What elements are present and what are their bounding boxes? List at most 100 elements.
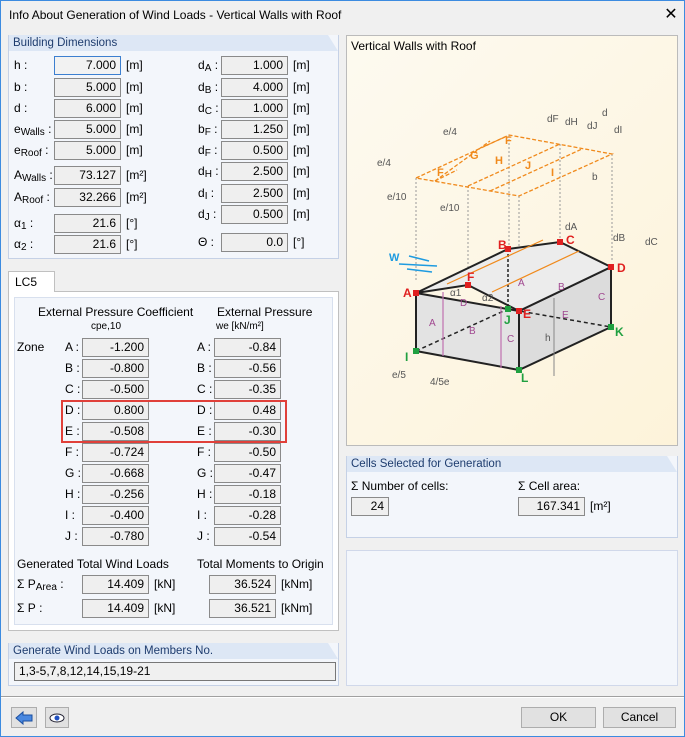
dim-unit: [m]	[126, 58, 143, 72]
label-main: b	[198, 122, 205, 136]
label-sub: Roof	[20, 148, 42, 159]
label-sub: 1	[20, 221, 27, 232]
loads-header: Generated Total Wind Loads	[17, 557, 169, 571]
dim-label-r3: bF :	[198, 122, 218, 138]
coef-sub: cpe,10	[91, 321, 122, 332]
close-button[interactable]: ✕	[664, 6, 678, 23]
building-diagram: F G H J I F A B C D E A B C A	[377, 108, 658, 388]
diagram-title: Vertical Walls with Roof	[351, 39, 476, 53]
dim-e10: e/10	[387, 192, 407, 203]
dim-di: dI	[614, 125, 622, 136]
ok-button[interactable]: OK	[521, 707, 596, 728]
dim-e5: e/5	[392, 370, 406, 381]
zone-letter: F :	[65, 445, 79, 459]
we-field: -0.35	[214, 380, 281, 399]
dim-field-1[interactable]: 5.000	[54, 78, 121, 97]
label-sub: F	[204, 127, 211, 138]
label-sub: Area	[35, 582, 57, 593]
dim-e4-top: e/4	[443, 127, 457, 138]
dim-field-7: 21.6	[54, 214, 121, 233]
dim-label-r5: dH :	[198, 164, 219, 180]
dim-unit: [m²]	[126, 190, 147, 204]
label-sub: Roof	[22, 195, 44, 206]
dim-field-3[interactable]: 5.000	[54, 120, 121, 139]
view-button[interactable]	[45, 707, 69, 728]
wind-label: W	[389, 252, 400, 264]
dim-e4: e/4	[377, 158, 391, 169]
dim-field-0[interactable]: 7.000	[54, 56, 121, 75]
diagram-panel: Vertical Walls with Roof F G H J I F	[346, 35, 678, 446]
moment-field: 36.524	[209, 575, 276, 594]
label-main: A	[14, 168, 23, 182]
zone-letter: G :	[197, 466, 214, 480]
dim-unit: [m]	[126, 143, 143, 157]
cell-area-unit: [m²]	[590, 499, 611, 513]
cpe-field: -0.400	[82, 506, 149, 525]
label-main: Σ P	[17, 601, 36, 615]
load-field: 14.409	[82, 575, 149, 594]
cell-area-label: Σ Cell area:	[518, 479, 581, 493]
zone-letter: C :	[65, 382, 81, 396]
wall-zone-d: D	[460, 298, 467, 309]
load-field: 14.409	[82, 599, 149, 618]
dim-unit: [°]	[126, 237, 138, 251]
we-field: -0.50	[214, 443, 281, 462]
zone-letter: A :	[65, 340, 80, 354]
dim-unit: [m]	[293, 122, 310, 136]
window-title: Info About Generation of Wind Loads - Ve…	[9, 8, 342, 22]
label-sub: Walls	[20, 127, 45, 138]
we-field: -0.18	[214, 485, 281, 504]
dim-field-r5: 2.500	[221, 162, 288, 181]
dim-label-2: d :	[14, 101, 28, 115]
members-input[interactable]: 1,3-5,7,8,12,14,15,19-21	[14, 662, 336, 681]
dim-label-3: eWalls :	[14, 122, 52, 138]
dim-label-1: b :	[14, 80, 28, 94]
dim-field-r3: 1.250	[221, 120, 288, 139]
divider	[1, 696, 684, 697]
dim-unit: [m]	[293, 164, 310, 178]
label-main: e	[14, 143, 21, 157]
dim-dc: dC	[645, 237, 658, 248]
label-main: d	[198, 58, 205, 72]
dim-field-r4: 0.500	[221, 141, 288, 160]
zone-label: Zone	[17, 340, 45, 354]
load-unit: [kN]	[154, 601, 176, 615]
cells-group: Cells Selected for Generation Σ Number o…	[346, 456, 678, 538]
load-label-1: Σ P :	[17, 601, 43, 615]
node-d: D	[617, 261, 626, 275]
label-main: α	[14, 216, 21, 230]
label-sub: A	[204, 63, 212, 74]
highlight-box	[61, 400, 287, 443]
cpe-field: -1.200	[82, 338, 149, 357]
moment-unit: [kNm]	[281, 601, 313, 615]
dim-field-4[interactable]: 5.000	[54, 141, 121, 160]
arrow-left-icon	[15, 710, 33, 726]
dim-d: d	[602, 108, 608, 119]
wall-zone-c: C	[507, 334, 514, 345]
eye-icon	[49, 713, 65, 723]
dim-field-2[interactable]: 6.000	[54, 99, 121, 118]
dim-e45: 4/5e	[430, 377, 450, 388]
zone-letter: C :	[197, 382, 213, 396]
node-l: L	[521, 371, 528, 385]
dim-field-r7: 0.500	[221, 205, 288, 224]
dim-label-r6: dI :	[198, 186, 215, 202]
zone-letter: B :	[197, 361, 212, 375]
label-main: d	[14, 101, 21, 115]
load-label-0: Σ PArea :	[17, 577, 64, 593]
members-group: Generate Wind Loads on Members No. 1,3-5…	[8, 643, 339, 686]
dim-label-0: h :	[14, 58, 28, 72]
cells-count-label: Σ Number of cells:	[351, 479, 449, 493]
back-button[interactable]	[11, 707, 37, 728]
node-i: I	[405, 350, 408, 364]
dim-label-r8: Θ :	[198, 235, 215, 249]
tab-lc5[interactable]: LC5	[8, 271, 55, 292]
roof-zone-labels: F G H J I F	[437, 135, 554, 179]
dim-label-8: α2 :	[14, 237, 34, 253]
dim-unit: [m]	[126, 122, 143, 136]
cancel-button[interactable]: Cancel	[603, 707, 676, 728]
dim-da: dA	[565, 222, 578, 233]
wall-zone-a: A	[429, 318, 436, 329]
label-main: e	[14, 122, 21, 136]
label-sub: B	[204, 85, 212, 96]
